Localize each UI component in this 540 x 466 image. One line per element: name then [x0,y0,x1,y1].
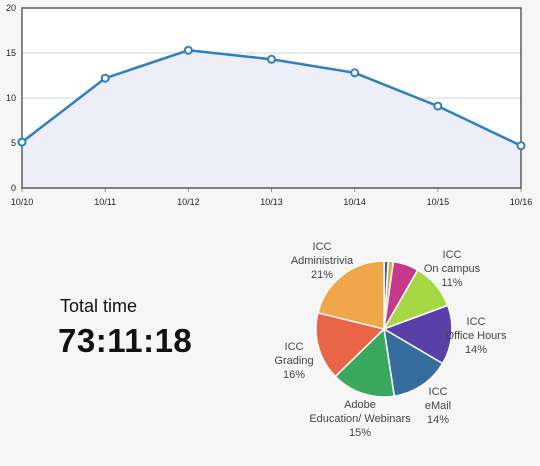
pie-slice[interactable] [382,304,453,365]
x-tick-label: 10/14 [343,197,366,207]
x-tick-label: 10/16 [510,197,533,207]
data-point[interactable] [183,45,193,55]
total-time-label: Total time [60,296,138,316]
pie-slice-label: ICC Office Hours 14% [446,316,507,356]
y-tick-label: 20 [6,3,16,13]
series-area [22,50,521,188]
pie-slice[interactable] [334,327,396,398]
pie-slice-label: Adobe Education/ Webinars 15% [309,399,411,439]
pie-slice[interactable] [315,311,386,378]
y-tick-label: 10 [6,93,16,103]
x-tick-label: 10/15 [427,197,450,207]
data-point[interactable] [267,54,276,64]
pie-slice[interactable] [317,260,385,330]
line-chart: 0 5 10 15 20 10/10 10/11 10/12 10/13 10/14 10/15 10… [6,3,533,207]
pie-slice-label: ICC Administrivia 21% [291,241,354,281]
data-point[interactable] [17,137,27,147]
x-tick-label: 10/12 [177,197,200,207]
data-point[interactable] [350,68,360,78]
data-point[interactable] [516,141,526,151]
y-tick-label: 15 [6,48,16,58]
x-tick-label: 10/11 [94,197,116,207]
y-tick-label: 0 [11,183,16,193]
pie-slice-label: ICC eMail 14% [425,386,451,426]
pie-slice-label: ICC Grading 16% [274,341,313,381]
pie-slice[interactable] [383,327,444,398]
total-time-value: 73:11:18 [58,322,193,359]
pie-slice-label: ICC On campus 11% [424,249,481,289]
data-point[interactable] [100,73,110,83]
plot-frame [21,7,522,189]
y-tick-label: 5 [11,138,16,148]
data-point[interactable] [433,101,443,111]
x-tick-label: 10/10 [11,197,34,207]
x-tick-label: 10/13 [260,197,283,207]
